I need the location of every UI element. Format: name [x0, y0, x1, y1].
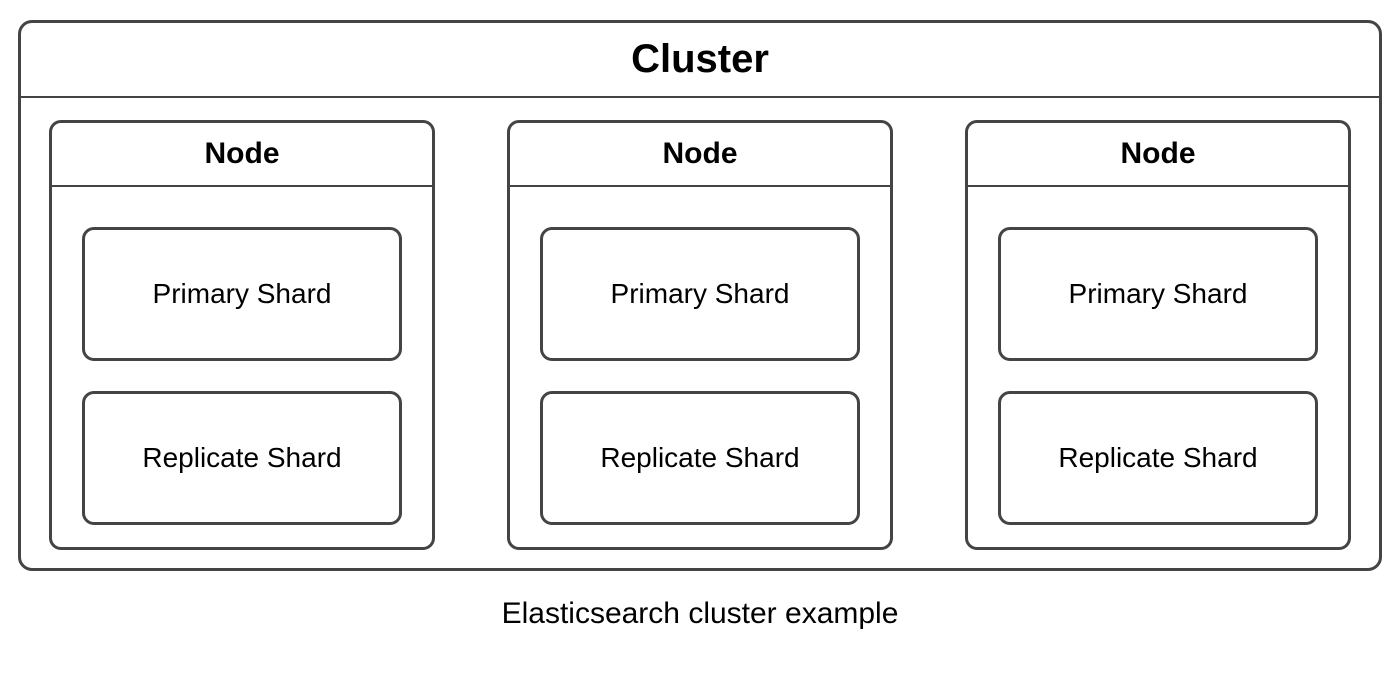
- node-box: Node Primary Shard Replicate Shard: [965, 120, 1351, 550]
- replicate-shard-box: Replicate Shard: [540, 391, 860, 525]
- diagram-caption: Elasticsearch cluster example: [18, 597, 1382, 631]
- shards-container: Primary Shard Replicate Shard: [52, 187, 432, 547]
- node-box: Node Primary Shard Replicate Shard: [49, 120, 435, 550]
- primary-shard-box: Primary Shard: [998, 227, 1318, 361]
- shards-container: Primary Shard Replicate Shard: [510, 187, 890, 547]
- replicate-shard-box: Replicate Shard: [82, 391, 402, 525]
- replicate-shard-box: Replicate Shard: [998, 391, 1318, 525]
- shards-container: Primary Shard Replicate Shard: [968, 187, 1348, 547]
- node-title: Node: [510, 123, 890, 187]
- primary-shard-box: Primary Shard: [82, 227, 402, 361]
- cluster-box: Cluster Node Primary Shard Replicate Sha…: [18, 20, 1382, 571]
- node-title: Node: [52, 123, 432, 187]
- nodes-row: Node Primary Shard Replicate Shard Node …: [21, 98, 1379, 568]
- node-title: Node: [968, 123, 1348, 187]
- primary-shard-box: Primary Shard: [540, 227, 860, 361]
- node-box: Node Primary Shard Replicate Shard: [507, 120, 893, 550]
- cluster-title: Cluster: [21, 23, 1379, 98]
